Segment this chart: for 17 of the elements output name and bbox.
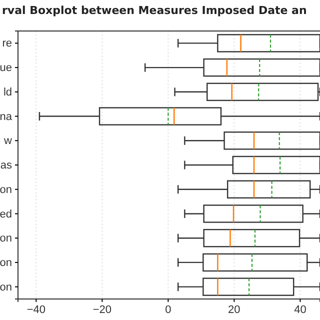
- y-tick-label: on: [0, 184, 12, 196]
- y-tick-label: ld: [3, 86, 12, 98]
- x-tick-label: 0: [165, 304, 172, 316]
- y-tick-label: on: [0, 232, 12, 245]
- y-tick-label: on: [0, 281, 12, 294]
- y-tick-label: na: [0, 110, 13, 123]
- x-tick-label: 20: [228, 304, 240, 316]
- y-tick-label: re: [2, 38, 12, 50]
- y-tick-label: on: [0, 256, 12, 269]
- x-tick-label: −40: [26, 304, 46, 316]
- y-tick-label: ue: [0, 62, 12, 74]
- x-tick-label: 40: [294, 304, 306, 316]
- x-tick-label: −20: [92, 304, 112, 316]
- y-tick-label: ed: [0, 208, 12, 220]
- chart-title: rval Boxplot between Measures Imposed Date an: [2, 4, 307, 17]
- y-tick-label: as: [0, 160, 12, 172]
- y-tick-label: w: [3, 135, 12, 148]
